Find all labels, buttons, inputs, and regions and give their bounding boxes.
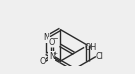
Text: O: O (39, 57, 46, 66)
Text: +: + (52, 51, 58, 56)
Text: OH: OH (84, 43, 97, 52)
Text: O: O (49, 38, 55, 47)
Text: N: N (49, 52, 55, 61)
Text: N: N (43, 33, 49, 42)
Text: −: − (52, 36, 58, 42)
Text: Cl: Cl (96, 52, 104, 61)
